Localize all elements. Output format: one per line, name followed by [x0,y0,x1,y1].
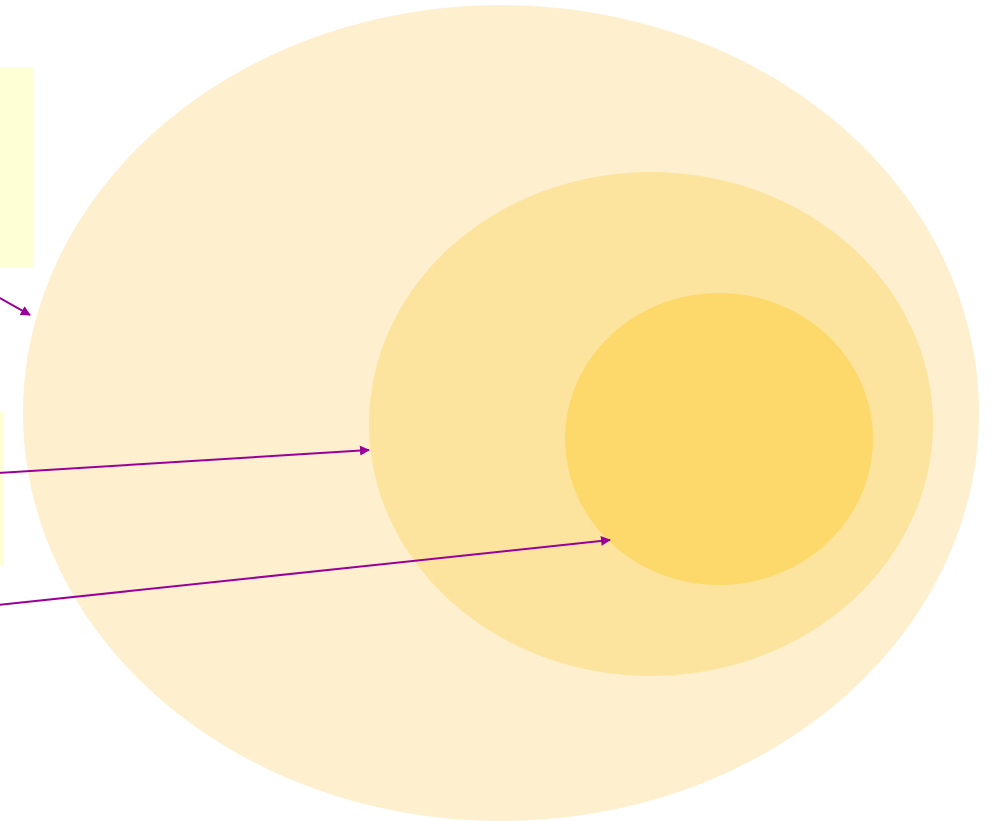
arrow-to-middle-ellipse [0,445,370,474]
label-box-top [0,67,33,268]
label-box-middle [0,412,4,566]
inner-ellipse [565,293,873,585]
arrow-to-inner-ellipse [0,535,611,606]
arrow-to-outer-ellipse [0,296,31,316]
